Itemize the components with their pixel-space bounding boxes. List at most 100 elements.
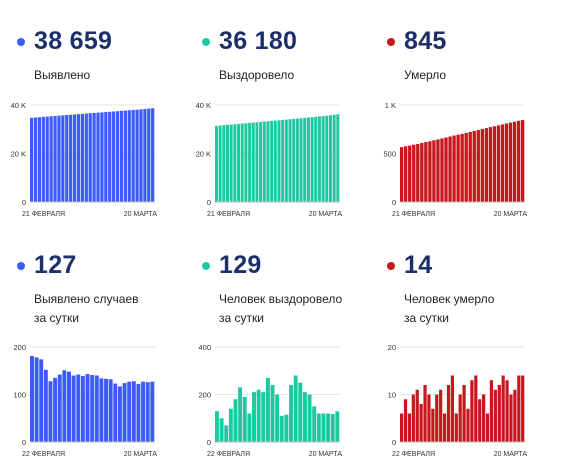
bar (240, 123, 244, 202)
bar (289, 385, 293, 442)
bar (456, 134, 460, 202)
bar (440, 138, 444, 202)
bar (505, 380, 509, 442)
x-end-label: 20 МАРТА (494, 211, 528, 218)
bar (136, 384, 141, 442)
bar (420, 143, 424, 202)
bar (85, 374, 90, 442)
stat-panel-recovered: 36 180 Выздоровело (202, 26, 372, 85)
bar (316, 413, 321, 442)
bar (222, 125, 226, 202)
bar (30, 356, 34, 442)
bar (336, 114, 340, 202)
stat-panel-detected: 38 659 Выявлено (17, 26, 187, 85)
x-start-label: 22 ФЕВРАЛЯ (392, 451, 435, 458)
bar (513, 389, 517, 442)
bar (521, 375, 525, 442)
bullet-dot-icon (202, 38, 210, 46)
bar (71, 375, 76, 442)
bar (485, 413, 490, 442)
y-tick-label: 20 K (11, 150, 26, 159)
bar (100, 112, 104, 202)
bar (512, 121, 517, 202)
bar (306, 117, 310, 202)
bar (49, 116, 53, 202)
bar (332, 114, 336, 202)
bar (266, 121, 270, 202)
bar (122, 383, 127, 442)
chart-daily-died: 0 10 20 22 ФЕВРАЛЯ 20 МАРТА (388, 343, 528, 458)
stat-panel-daily-died: 14 Человек умерло за сутки (387, 250, 557, 328)
bar (270, 385, 275, 442)
bar (470, 380, 474, 442)
bar (428, 141, 432, 202)
stat-panel-died: 845 Умерло (387, 26, 557, 85)
total-recovered-label: Выздоровело (219, 68, 295, 82)
bar (520, 120, 525, 202)
bar (244, 123, 248, 202)
bar (517, 375, 521, 442)
bar (261, 392, 266, 443)
daily-recovered-value: 129 (219, 250, 262, 279)
stat-panel-daily-recovered: 129 Человек выздоровело за сутки (202, 250, 372, 328)
bar (415, 389, 419, 442)
total-recovered-value: 36 180 (219, 26, 298, 55)
bar (141, 381, 146, 442)
bar (90, 375, 95, 442)
total-died-label: Умерло (404, 68, 447, 82)
bar (226, 124, 230, 202)
bar (509, 394, 513, 442)
chart-daily-detected: 0 100 200 22 ФЕВРАЛЯ 20 МАРТА (13, 343, 157, 458)
bar (298, 382, 303, 443)
bar (488, 127, 493, 202)
x-start-label: 21 ФЕВРАЛЯ (22, 211, 65, 218)
bar (403, 399, 408, 442)
bar (139, 109, 143, 202)
bar (145, 382, 150, 442)
bar (444, 137, 448, 202)
bar (452, 135, 456, 202)
bar (147, 108, 151, 202)
bullet-dot-icon (387, 262, 395, 270)
bar (284, 414, 289, 442)
stat-panel-daily-detected: 127 Выявлено случаев за сутки (17, 250, 187, 328)
y-tick-label: 20 (388, 343, 396, 352)
bar (478, 399, 482, 442)
bar (67, 371, 71, 442)
bar (448, 136, 452, 202)
bar (439, 389, 443, 442)
bar (76, 114, 81, 202)
bar (302, 392, 307, 443)
bar (104, 378, 108, 442)
y-tick-label: 20 K (196, 150, 211, 159)
bar (127, 110, 131, 202)
bar (432, 140, 436, 202)
bar (30, 117, 34, 202)
y-tick-label: 0 (22, 438, 26, 447)
bar (321, 116, 325, 202)
bar (233, 124, 237, 202)
bar (48, 381, 53, 442)
bar (307, 394, 312, 442)
x-end-label: 20 МАРТА (124, 211, 158, 218)
bar (104, 112, 108, 202)
bar (325, 115, 329, 202)
x-end-label: 20 МАРТА (494, 451, 528, 458)
bar (492, 126, 497, 202)
bar (233, 399, 238, 442)
bar (88, 113, 92, 202)
x-end-label: 20 МАРТА (309, 211, 343, 218)
y-tick-label: 40 K (11, 101, 26, 110)
bar (65, 115, 69, 202)
bar (45, 116, 49, 202)
bar (424, 142, 428, 202)
bar (53, 377, 58, 443)
bar (34, 357, 39, 442)
chart-daily-recovered: 0 200 400 22 ФЕВРАЛЯ 20 МАРТА (198, 343, 342, 458)
bar (412, 144, 416, 202)
total-died-value: 845 (404, 26, 447, 55)
bar (474, 375, 478, 442)
bar (273, 120, 277, 202)
bar (501, 375, 505, 442)
bullet-dot-icon (17, 262, 25, 270)
